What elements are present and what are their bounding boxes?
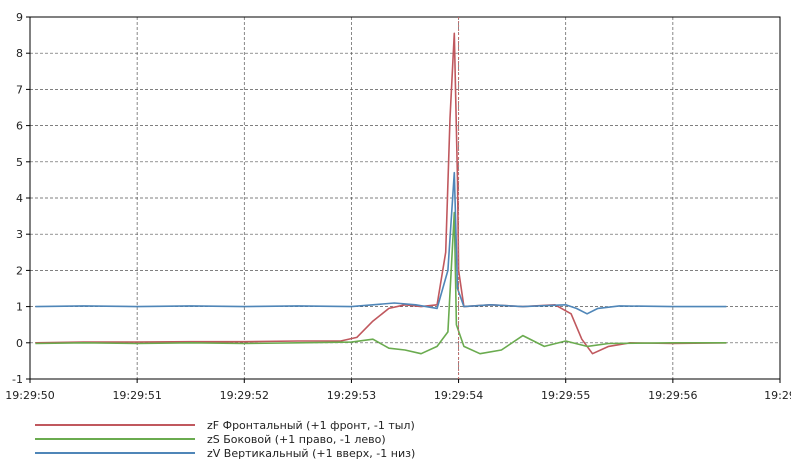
y-tick-label: 6 [16, 120, 23, 133]
x-axis-ticks: 19:29:50 19:29:51 19:29:52 19:29:53 19:29:54… [5, 379, 791, 402]
x-tick-label: 19:29 [764, 389, 791, 402]
series-line-2 [35, 211, 727, 355]
legend-label-2: zS Боковой (+1 право, -1 лево) [207, 433, 386, 446]
y-tick-label: 7 [16, 83, 23, 96]
series-lines [35, 32, 727, 355]
y-tick-label: -1 [12, 373, 23, 386]
y-tick-label: 5 [16, 156, 23, 169]
x-tick-label: 19:29:51 [112, 389, 161, 402]
y-tick-label: 0 [16, 337, 23, 350]
y-axis-ticks: -1 0 1 2 3 4 5 6 7 8 9 [12, 11, 30, 386]
y-tick-label: 8 [16, 47, 23, 60]
grid [30, 17, 780, 379]
y-tick-label: 3 [16, 228, 23, 241]
y-tick-label: 4 [16, 192, 23, 205]
y-tick-label: 2 [16, 264, 23, 277]
x-tick-label: 19:29:56 [648, 389, 697, 402]
x-tick-label: 19:29:53 [327, 389, 376, 402]
legend-label-3: zV Вертикальный (+1 вверх, -1 низ) [207, 447, 415, 460]
x-tick-label: 19:29:54 [434, 389, 483, 402]
x-tick-label: 19:29:50 [5, 389, 54, 402]
series-line-3 [35, 171, 727, 315]
y-tick-label: 9 [16, 11, 23, 24]
series-line-1 [35, 32, 727, 355]
x-tick-label: 19:29:52 [220, 389, 269, 402]
y-tick-label: 1 [16, 301, 23, 314]
x-tick-label: 19:29:55 [541, 389, 590, 402]
legend: zF Фронтальный (+1 фронт, -1 тыл)zS Боко… [35, 419, 415, 460]
legend-label-1: zF Фронтальный (+1 фронт, -1 тыл) [207, 419, 415, 432]
